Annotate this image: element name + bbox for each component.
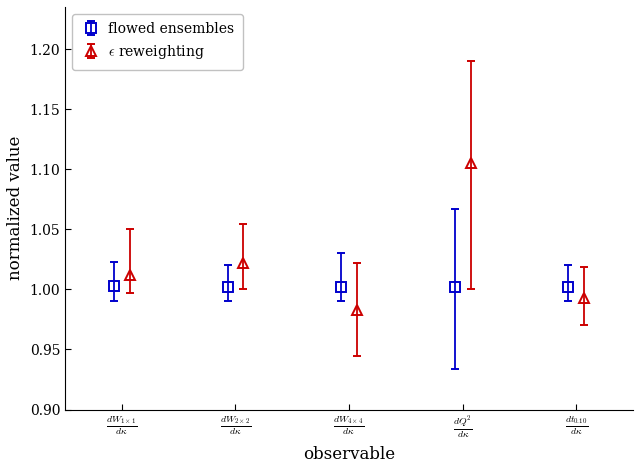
Legend: flowed ensembles, $\epsilon$ reweighting: flowed ensembles, $\epsilon$ reweighting — [72, 14, 243, 70]
X-axis label: observable: observable — [303, 446, 395, 463]
Y-axis label: normalized value: normalized value — [7, 136, 24, 281]
